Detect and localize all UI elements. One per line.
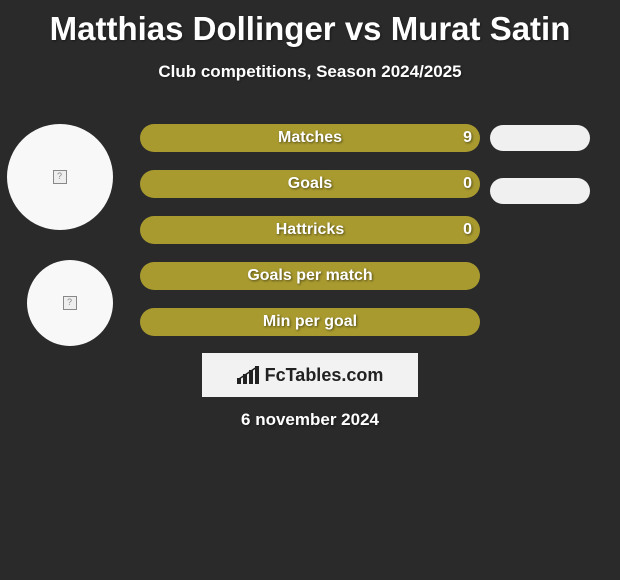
stat-row: Goals 0	[140, 170, 480, 198]
comparison-pill	[490, 125, 590, 151]
comparison-pill	[490, 178, 590, 204]
stat-label: Matches	[278, 129, 342, 147]
stat-label: Goals per match	[247, 267, 372, 285]
placeholder-icon	[53, 170, 67, 184]
bars-icon	[237, 366, 261, 384]
date-label: 6 november 2024	[0, 410, 620, 430]
stat-value: 0	[463, 175, 472, 193]
stat-label: Min per goal	[263, 313, 357, 331]
stat-value: 9	[463, 129, 472, 147]
stats-container: Matches 9 Goals 0 Hattricks 0 Goals per match M…	[140, 124, 480, 354]
stat-row: Matches 9	[140, 124, 480, 152]
stat-row: Hattricks 0	[140, 216, 480, 244]
comparison-title: Matthias Dollinger vs Murat Satin	[0, 0, 620, 48]
comparison-subtitle: Club competitions, Season 2024/2025	[0, 62, 620, 82]
stat-row: Min per goal	[140, 308, 480, 336]
placeholder-icon	[63, 296, 77, 310]
stat-row: Goals per match	[140, 262, 480, 290]
stat-label: Hattricks	[276, 221, 344, 239]
attribution-logo: FcTables.com	[202, 353, 418, 397]
logo-text: FcTables.com	[265, 365, 384, 386]
stat-label: Goals	[288, 175, 332, 193]
player2-avatar	[27, 260, 113, 346]
player1-avatar	[7, 124, 113, 230]
stat-value: 0	[463, 221, 472, 239]
